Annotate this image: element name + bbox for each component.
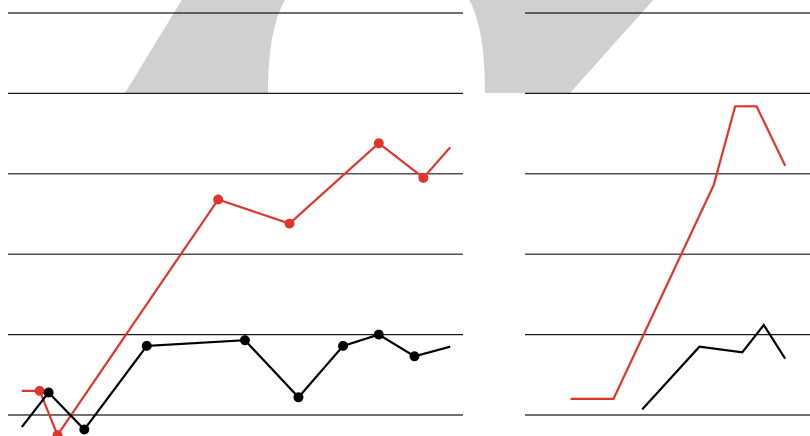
black-series-point bbox=[293, 392, 304, 403]
black-series-point bbox=[43, 387, 54, 398]
red-series-point bbox=[34, 385, 45, 396]
red-series-line bbox=[21, 141, 452, 436]
black-series-point bbox=[141, 340, 152, 351]
red-series-point bbox=[284, 218, 295, 229]
black-series-point bbox=[338, 340, 349, 351]
black-series-point bbox=[79, 424, 90, 435]
watermark-arch bbox=[125, 0, 654, 93]
left-line-chart bbox=[8, 12, 463, 436]
black-series-point bbox=[409, 351, 420, 362]
black-series-point bbox=[239, 335, 250, 346]
red-series-point bbox=[213, 194, 224, 205]
red-series-point bbox=[418, 172, 429, 183]
black-series-line bbox=[641, 323, 787, 411]
black-series-line bbox=[20, 333, 451, 432]
right-line-chart bbox=[525, 12, 810, 416]
red-series-point bbox=[52, 430, 63, 436]
watermark-shape bbox=[125, 0, 654, 93]
black-series-point bbox=[373, 329, 384, 340]
red-series-point bbox=[373, 138, 384, 149]
red-series-line bbox=[570, 105, 787, 400]
